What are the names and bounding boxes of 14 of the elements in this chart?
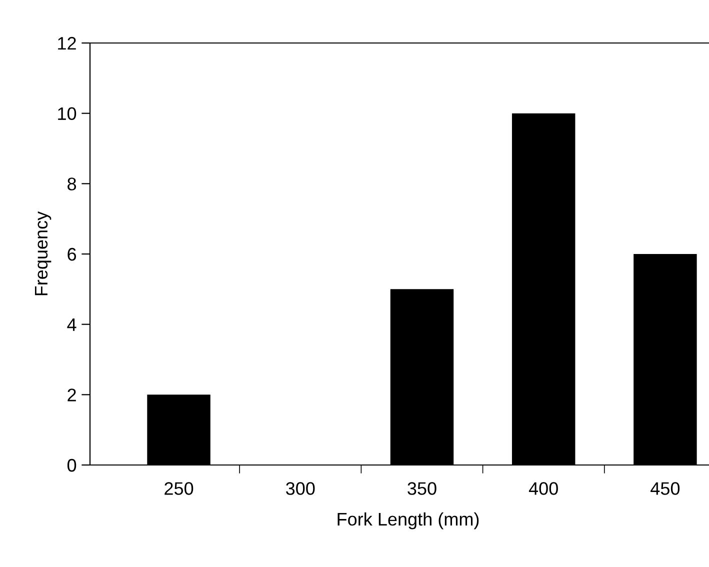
x-tick-label: 300 bbox=[286, 482, 315, 495]
x-tick-label: 400 bbox=[528, 482, 558, 495]
y-tick-label: 4 bbox=[67, 318, 76, 331]
x-tick-label: 250 bbox=[164, 482, 194, 495]
x-axis-title: Fork Length (mm) bbox=[338, 512, 479, 530]
x-tick-label: 350 bbox=[408, 482, 436, 495]
y-tick-label: 2 bbox=[68, 388, 76, 402]
y-tick-label: 6 bbox=[68, 248, 76, 261]
y-tick-label: 12 bbox=[58, 36, 76, 50]
y-tick-label: 8 bbox=[68, 178, 76, 190]
y-tick-label: 0 bbox=[67, 458, 76, 472]
x-tick-label: 450 bbox=[650, 482, 680, 495]
y-tick-label: 10 bbox=[58, 107, 76, 120]
y-axis-title: Frequency bbox=[35, 211, 52, 296]
